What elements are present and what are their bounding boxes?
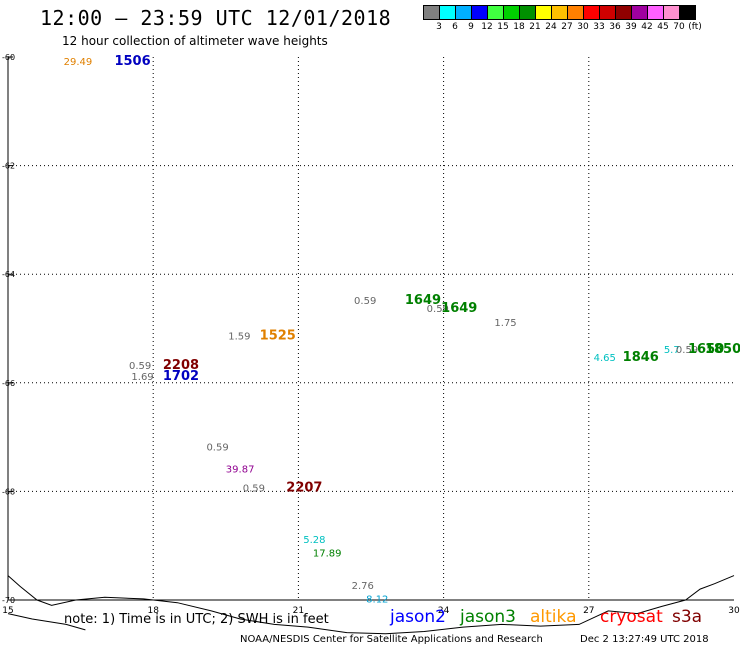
legend-label: 21 xyxy=(529,22,541,32)
wave-height-label: 2.76 xyxy=(352,581,374,592)
x-tick-label: 18 xyxy=(147,606,159,616)
time-label: 1506 xyxy=(114,54,150,69)
time-label: 1525 xyxy=(260,328,296,343)
map-subtitle: 12 hour collection of altimeter wave hei… xyxy=(62,34,328,48)
wave-height-label: 0.59 xyxy=(354,296,376,307)
legend-label: 42 xyxy=(641,22,653,32)
legend-label: 6 xyxy=(452,22,458,32)
legend-label: 45 xyxy=(657,22,669,32)
time-label: 2208 xyxy=(163,358,199,373)
y-tick-label: -66 xyxy=(2,379,15,388)
wave-height-label: 1.59 xyxy=(228,331,250,342)
wave-height-label: 39.87 xyxy=(226,464,255,475)
wave-height-label: 5.28 xyxy=(303,535,325,546)
legend-label: 15 xyxy=(497,22,509,32)
x-tick-label: 15 xyxy=(2,606,13,616)
y-tick-label: -70 xyxy=(2,596,15,605)
time-label: 1650 xyxy=(688,342,724,357)
footer-timestamp: Dec 2 13:27:49 UTC 2018 xyxy=(580,634,709,645)
time-label: 1850 xyxy=(705,342,740,357)
y-tick-label: -68 xyxy=(2,487,15,496)
wave-height-label: 4.65 xyxy=(594,353,616,364)
wave-height-label: 1.75 xyxy=(494,318,516,329)
wave-height-label: 0.59 xyxy=(129,361,151,372)
note-text: note: 1) Time is in UTC; 2) SWH is in fe… xyxy=(64,612,329,627)
x-tick-label: 30 xyxy=(728,606,740,616)
legend-label: 3 xyxy=(436,22,442,32)
y-tick-label: -64 xyxy=(2,270,15,279)
x-tick-label: 27 xyxy=(583,606,594,616)
time-label: 1702 xyxy=(163,369,199,384)
wave-height-label: 1.69 xyxy=(131,372,153,383)
wave-height-label: 0.59 xyxy=(243,483,265,494)
coastline xyxy=(7,613,86,631)
satellite-jason3: jason3 xyxy=(460,607,516,627)
y-tick-label: -62 xyxy=(2,162,15,171)
satellite-altika: altika xyxy=(530,607,577,627)
legend-label: 39 xyxy=(625,22,637,32)
x-tick-label: 24 xyxy=(438,606,450,616)
time-label: 1649 xyxy=(441,301,477,316)
time-label: 2207 xyxy=(286,480,322,495)
satellite-jason2: jason2 xyxy=(390,607,446,627)
y-tick-label: -60 xyxy=(2,53,15,62)
wave-height-label: 8.12 xyxy=(366,595,388,606)
time-label: 1846 xyxy=(623,350,659,365)
satellite-s3a: s3a xyxy=(672,607,703,627)
satellite-cryosat: cryosat xyxy=(600,607,663,627)
legend-label: (ft) xyxy=(688,22,702,32)
legend-label: 12 xyxy=(481,22,493,32)
legend-label: 18 xyxy=(513,22,525,32)
wave-height-label: 0.59 xyxy=(427,304,449,315)
legend-label: 27 xyxy=(561,22,573,32)
legend-label: 9 xyxy=(468,22,474,32)
legend-label: 70 xyxy=(673,22,685,32)
time-label: 1649 xyxy=(405,293,441,308)
color-legend xyxy=(423,5,696,20)
map-title: 12:00 — 23:59 UTC 12/01/2018 xyxy=(40,6,392,30)
wave-height-label: 29.49 xyxy=(64,57,93,68)
legend-label: 24 xyxy=(545,22,557,32)
legend-label: 33 xyxy=(593,22,605,32)
coastline xyxy=(7,575,735,635)
wave-height-label: 0.59 xyxy=(206,443,228,454)
legend-label: 36 xyxy=(609,22,621,32)
wave-height-label: 0.59 xyxy=(676,345,698,356)
footer-credit: NOAA/NESDIS Center for Satellite Applica… xyxy=(240,634,543,645)
wave-height-label: 5.7 xyxy=(664,345,680,356)
x-tick-label: 21 xyxy=(293,606,304,616)
wave-height-label: 17.89 xyxy=(313,549,342,560)
legend-swatch xyxy=(679,5,696,20)
legend-label: 30 xyxy=(577,22,589,32)
